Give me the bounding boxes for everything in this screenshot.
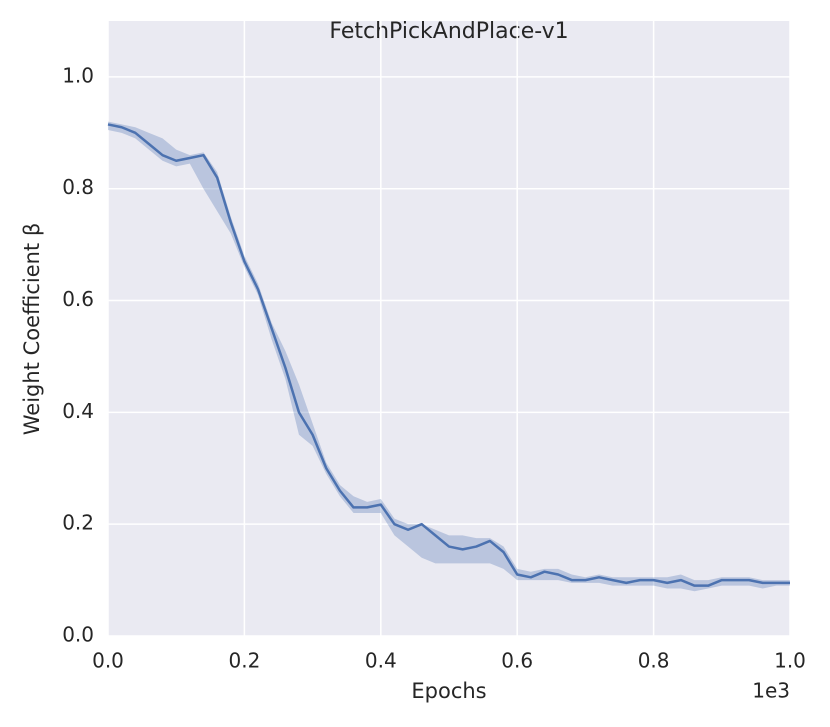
x-tick-label: 0.6 [501, 649, 533, 673]
x-tick-label: 0.2 [228, 649, 260, 673]
y-tick-label: 0.0 [62, 623, 94, 647]
y-tick-label: 1.0 [62, 63, 94, 87]
y-tick-label: 0.4 [62, 399, 94, 423]
x-axis-label: Epochs [411, 679, 486, 703]
x-tick-label: 0.8 [638, 649, 670, 673]
y-tick-label: 0.8 [62, 175, 94, 199]
x-tick-label: 1.0 [774, 649, 806, 673]
y-tick-label: 0.6 [62, 287, 94, 311]
chart-title: FetchPickAndPlace-v1 [329, 19, 568, 44]
x-offset-label: 1e3 [752, 679, 790, 703]
plot-background [108, 21, 790, 636]
y-tick-label: 0.2 [62, 511, 94, 535]
y-axis-label: Weight Coefficient β [20, 223, 44, 436]
x-tick-label: 0.4 [365, 649, 397, 673]
line [107, 123, 790, 587]
x-tick-label: 0.0 [92, 649, 124, 673]
